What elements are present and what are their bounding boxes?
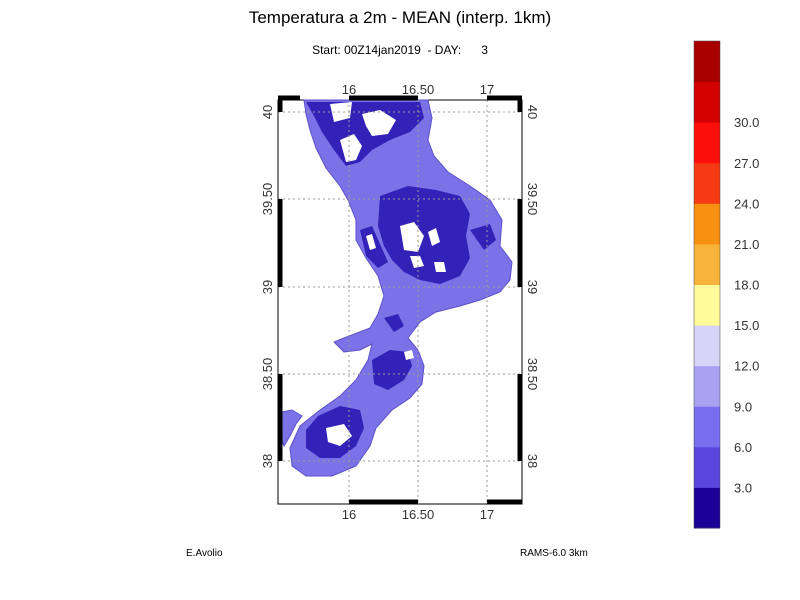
footer-author: E.Avolio [186, 548, 223, 559]
colorbar-label: 3.0 [734, 480, 752, 495]
colorbar-border [693, 40, 721, 529]
colorbar-swatch [694, 446, 720, 488]
lat-tick-left-38: 38 [260, 454, 275, 468]
lat-tick-right-40: 40 [525, 105, 540, 119]
lon-tick-bottom-17: 17 [480, 507, 494, 522]
white-patches [326, 102, 446, 446]
lat-tick-right-38-50: 38.50 [525, 358, 540, 391]
lon-tick-top-16-50: 16.50 [402, 82, 435, 97]
colorbar-label: 21.0 [734, 237, 759, 252]
chart-subtitle: Start: 00Z14jan2019 - DAY: 3 [312, 43, 488, 57]
lat-tick-left-39: 39 [260, 280, 275, 294]
land-region [279, 99, 513, 477]
colorbar-swatch [694, 487, 720, 529]
lat-tick-right-38: 38 [525, 454, 540, 468]
colorbar-swatch [694, 365, 720, 407]
lat-tick-left-38-50: 38.50 [260, 358, 275, 391]
colorbar-swatch [694, 325, 720, 367]
lat-tick-right-39-50: 39.50 [525, 183, 540, 216]
colorbar-label: 24.0 [734, 196, 759, 211]
colorbar-label: 6.0 [734, 440, 752, 455]
colorbar-swatch [694, 406, 720, 448]
lon-tick-top-17: 17 [480, 82, 494, 97]
graticule [278, 100, 522, 504]
lon-tick-top-16: 16 [342, 82, 356, 97]
colorbar: 3.0 6.0 9.0 12.0 15.0 18.0 21.0 24.0 27.0 30.0 [693, 40, 759, 529]
colorbar-label: 18.0 [734, 278, 759, 293]
colorbar-label: 30.0 [734, 115, 759, 130]
lon-tick-bottom-16: 16 [342, 507, 356, 522]
colorbar-swatch [694, 243, 720, 285]
colorbar-swatch [694, 41, 720, 83]
lat-tick-left-40: 40 [260, 105, 275, 119]
colorbar-swatch [694, 122, 720, 164]
lat-tick-right-39: 39 [525, 280, 540, 294]
colorbar-label: 27.0 [734, 156, 759, 171]
colorbar-label: 12.0 [734, 359, 759, 374]
colorbar-swatch [694, 81, 720, 123]
lon-tick-bottom-16-50: 16.50 [402, 507, 435, 522]
border-bars [277, 95, 523, 505]
colorbar-swatch [694, 162, 720, 204]
chart-title: Temperatura a 2m - MEAN (interp. 1km) [248, 8, 552, 27]
colorbar-label: 15.0 [734, 318, 759, 333]
colorbar-swatch [694, 203, 720, 245]
footer-model: RAMS-6.0 3km [520, 548, 588, 559]
colorbar-label: 9.0 [734, 399, 752, 414]
colorbar-swatch [694, 284, 720, 326]
lat-tick-left-39-50: 39.50 [260, 183, 275, 216]
land-main [289, 99, 513, 477]
